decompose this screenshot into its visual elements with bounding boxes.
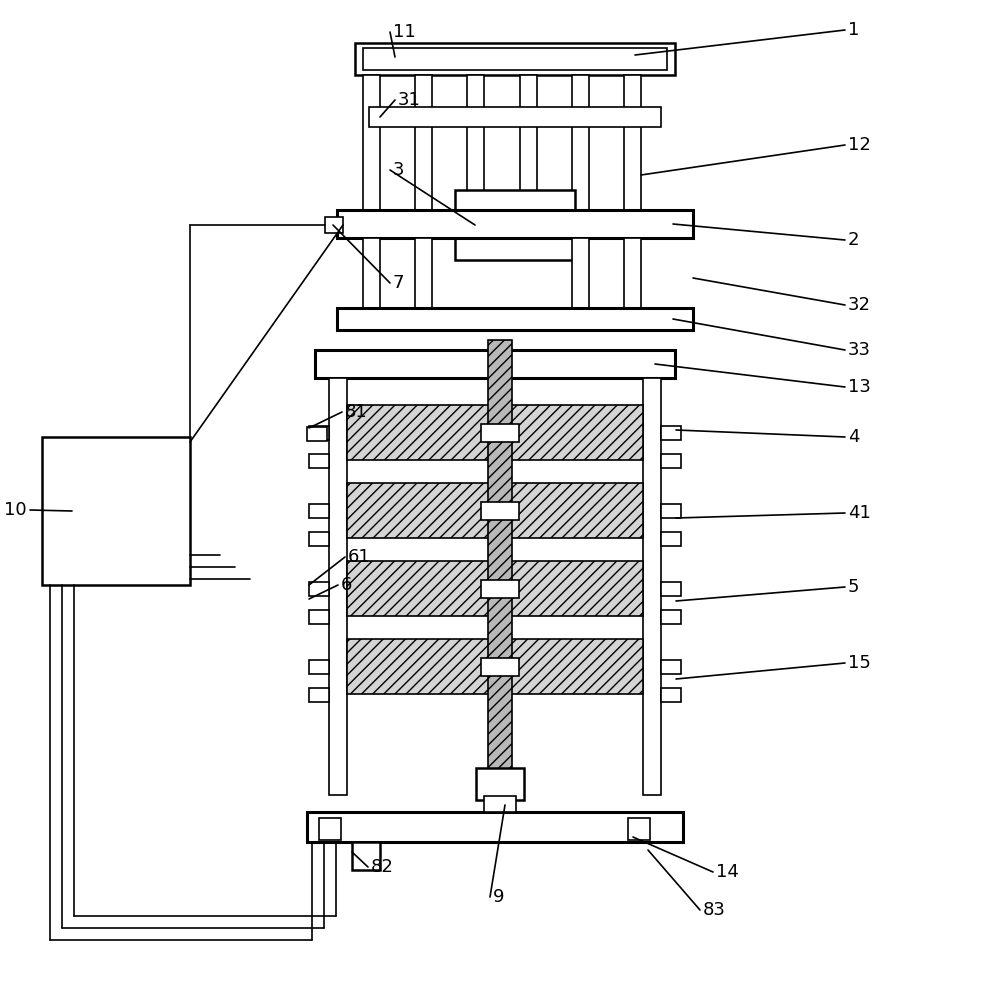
Bar bbox=[661, 532, 680, 546]
Text: 3: 3 bbox=[392, 161, 404, 179]
Text: 1: 1 bbox=[847, 21, 859, 39]
Text: 15: 15 bbox=[847, 654, 870, 672]
Bar bbox=[661, 426, 680, 440]
Bar bbox=[480, 424, 519, 442]
Bar bbox=[363, 48, 667, 70]
Bar bbox=[324, 217, 343, 233]
Bar bbox=[309, 532, 328, 546]
Bar bbox=[309, 660, 328, 674]
Text: 5: 5 bbox=[847, 578, 859, 596]
Bar bbox=[480, 658, 519, 676]
Text: 14: 14 bbox=[715, 863, 739, 881]
Bar bbox=[309, 504, 328, 518]
Bar bbox=[480, 502, 519, 520]
Text: 61: 61 bbox=[348, 548, 371, 566]
Bar bbox=[414, 238, 432, 312]
Bar bbox=[309, 426, 328, 440]
Bar bbox=[336, 308, 692, 330]
Bar bbox=[623, 238, 640, 312]
Text: 10: 10 bbox=[4, 501, 27, 519]
Text: 81: 81 bbox=[345, 403, 368, 421]
Bar bbox=[355, 43, 674, 75]
Bar bbox=[336, 210, 692, 238]
Bar bbox=[347, 639, 642, 694]
Bar bbox=[42, 437, 190, 585]
Text: 6: 6 bbox=[340, 576, 352, 594]
Bar bbox=[318, 818, 340, 840]
Bar bbox=[352, 842, 380, 870]
Bar bbox=[627, 818, 650, 840]
Bar bbox=[309, 454, 328, 468]
Text: 7: 7 bbox=[392, 274, 404, 292]
Bar bbox=[455, 190, 575, 260]
Bar bbox=[363, 238, 380, 312]
Bar bbox=[661, 582, 680, 596]
Text: 2: 2 bbox=[847, 231, 859, 249]
Bar bbox=[347, 483, 642, 538]
Text: 41: 41 bbox=[847, 504, 870, 522]
Bar bbox=[487, 340, 512, 790]
Bar bbox=[642, 378, 661, 795]
Bar bbox=[520, 75, 536, 222]
Bar bbox=[661, 504, 680, 518]
Bar bbox=[661, 660, 680, 674]
Text: 32: 32 bbox=[847, 296, 870, 314]
Text: 33: 33 bbox=[847, 341, 870, 359]
Bar bbox=[623, 75, 640, 222]
Text: 12: 12 bbox=[847, 136, 870, 154]
Bar bbox=[661, 454, 680, 468]
Text: 9: 9 bbox=[492, 888, 504, 906]
Bar bbox=[307, 427, 326, 441]
Text: 82: 82 bbox=[371, 858, 393, 876]
Bar bbox=[315, 350, 674, 378]
Text: 83: 83 bbox=[702, 901, 725, 919]
Bar bbox=[475, 768, 524, 800]
Bar bbox=[369, 107, 661, 127]
Bar bbox=[328, 378, 347, 795]
Bar bbox=[307, 812, 682, 842]
Bar bbox=[480, 580, 519, 598]
Bar bbox=[661, 610, 680, 624]
Bar bbox=[309, 582, 328, 596]
Text: 11: 11 bbox=[392, 23, 415, 41]
Text: 13: 13 bbox=[847, 378, 870, 396]
Bar bbox=[572, 75, 589, 222]
Bar bbox=[347, 405, 642, 460]
Bar bbox=[309, 688, 328, 702]
Bar bbox=[483, 796, 516, 812]
Bar bbox=[309, 610, 328, 624]
Bar bbox=[414, 75, 432, 222]
Bar bbox=[572, 238, 589, 312]
Bar bbox=[661, 688, 680, 702]
Bar bbox=[363, 75, 380, 222]
Bar bbox=[466, 75, 483, 222]
Text: 31: 31 bbox=[397, 91, 420, 109]
Text: 4: 4 bbox=[847, 428, 859, 446]
Bar bbox=[347, 561, 642, 616]
